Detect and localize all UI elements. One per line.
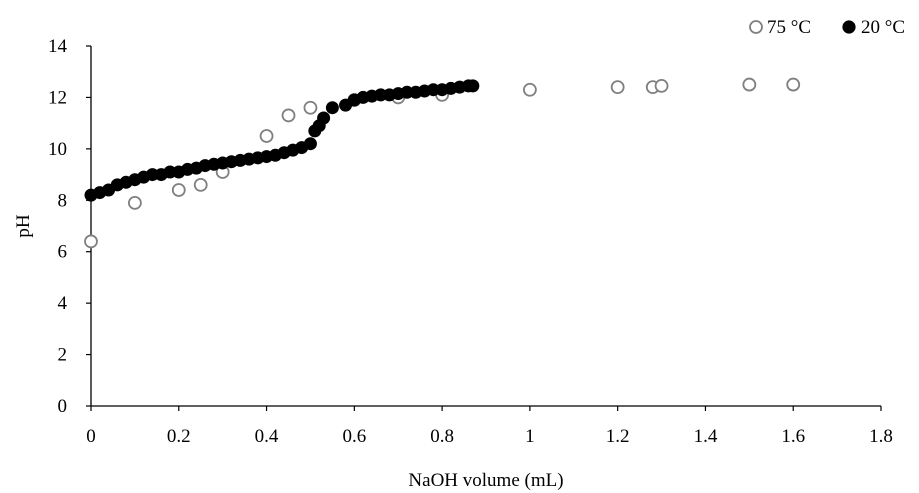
y-axis-title: pH bbox=[13, 214, 34, 238]
x-tick-label: 1.8 bbox=[869, 426, 893, 447]
point-75c bbox=[127, 195, 142, 210]
legend-marker-75c bbox=[749, 20, 763, 34]
legend-label-20c: 20 °C bbox=[861, 17, 905, 38]
y-tick-label: 8 bbox=[58, 190, 68, 211]
point-20c bbox=[317, 111, 331, 125]
point-75c bbox=[742, 77, 757, 92]
point-20c bbox=[466, 79, 480, 93]
point-20c bbox=[303, 137, 317, 151]
y-tick-label: 2 bbox=[58, 345, 68, 366]
axes: 0 0.2 0.4 0.6 0.8 1 1.2 1.4 1.6 1.8 0 2 4 6 8 10 12 14 bbox=[48, 36, 893, 447]
y-tick-label: 4 bbox=[58, 293, 68, 314]
point-75c bbox=[84, 234, 98, 249]
x-tick-label: 1 bbox=[525, 426, 535, 447]
legend-marker-20c bbox=[842, 20, 856, 34]
x-tick-label: 1.4 bbox=[694, 426, 718, 447]
y-tick-label: 12 bbox=[48, 87, 67, 108]
point-75c bbox=[193, 177, 208, 192]
point-75c bbox=[522, 82, 537, 97]
series-75c bbox=[84, 77, 801, 249]
y-axis-ticks: 0 2 4 6 8 10 12 14 bbox=[48, 36, 91, 417]
x-tick-label: 0.2 bbox=[167, 426, 191, 447]
y-tick-label: 6 bbox=[58, 242, 68, 263]
series-20c bbox=[84, 79, 480, 202]
point-75c bbox=[259, 129, 274, 143]
x-tick-label: 0.8 bbox=[430, 426, 454, 447]
x-tick-label: 0.4 bbox=[255, 426, 279, 447]
x-axis-ticks: 0 0.2 0.4 0.6 0.8 1 1.2 1.4 1.6 1.8 bbox=[86, 406, 893, 447]
x-axis-title: NaOH volume (mL) bbox=[408, 470, 563, 491]
point-20c bbox=[325, 101, 339, 115]
point-75c bbox=[281, 108, 296, 123]
x-tick-label: 0 bbox=[86, 426, 96, 447]
point-75c bbox=[786, 77, 801, 92]
y-tick-label: 0 bbox=[58, 396, 68, 417]
x-tick-label: 1.6 bbox=[781, 426, 805, 447]
point-75c bbox=[654, 78, 669, 93]
point-75c bbox=[171, 183, 186, 197]
point-75c bbox=[610, 80, 625, 95]
legend-label-75c: 75 °C bbox=[767, 17, 811, 38]
y-tick-label: 10 bbox=[48, 139, 67, 160]
y-tick-label: 14 bbox=[48, 36, 68, 57]
legend: 75 °C 20 °C bbox=[749, 17, 905, 38]
x-tick-label: 0.6 bbox=[342, 426, 366, 447]
point-75c bbox=[303, 100, 318, 115]
x-tick-label: 1.2 bbox=[606, 426, 630, 447]
